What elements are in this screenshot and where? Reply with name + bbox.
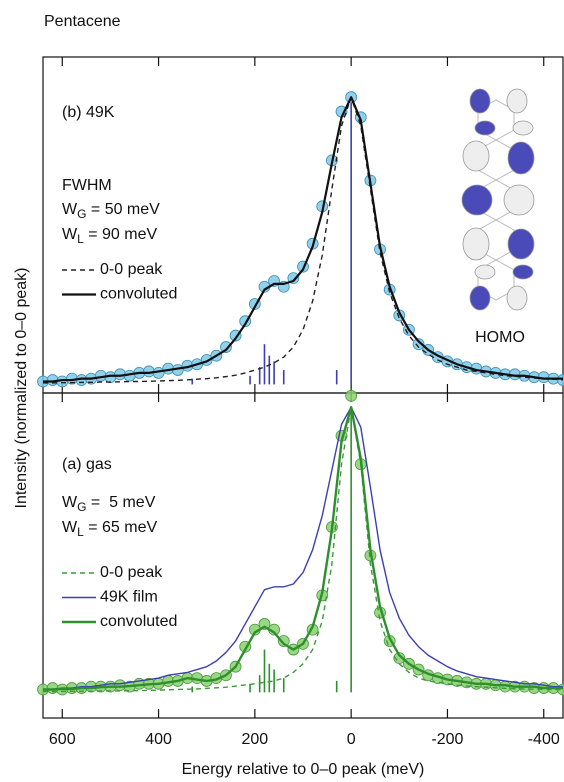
x-tick-label: -400 <box>528 731 560 748</box>
param: WL = 65 meV <box>62 519 158 539</box>
curve <box>43 96 563 383</box>
param-subscript: L <box>77 525 84 539</box>
param-symbol: W <box>62 519 78 536</box>
param-subscript: G <box>77 207 86 221</box>
y-axis-label: Intensity (normalized to 0–0 peak) <box>13 267 30 508</box>
x-tick-label: -200 <box>431 731 463 748</box>
panel-label: (b) 49K <box>62 104 115 121</box>
param-value: = 90 meV <box>84 226 158 243</box>
chart-title: Pentacene <box>44 13 121 30</box>
x-axis-label: Energy relative to 0–0 peak (meV) <box>182 761 425 778</box>
param-symbol: W <box>62 494 78 511</box>
x-tick-label: 0 <box>347 731 356 748</box>
x-tick-label: 400 <box>145 731 172 748</box>
param: WG = 50 meV <box>62 201 160 221</box>
param-value: = 65 meV <box>84 519 158 536</box>
data-point <box>258 618 271 630</box>
curve <box>43 406 563 691</box>
homo-inset: HOMO <box>461 88 535 346</box>
param-value: = 50 meV <box>86 201 160 218</box>
x-tick-label: 200 <box>242 731 269 748</box>
param-symbol: W <box>62 226 78 243</box>
data-point <box>345 389 358 402</box>
data-point <box>277 635 290 647</box>
data-point <box>393 652 406 665</box>
x-tick-label: 600 <box>49 731 76 748</box>
data-point <box>220 341 232 353</box>
data-point <box>557 374 564 386</box>
param: WG = 5 meV <box>62 494 156 514</box>
legend-label: 0-0 peak <box>100 261 163 278</box>
param: WL = 90 meV <box>62 226 158 246</box>
plot-frame <box>42 392 564 719</box>
params-heading: FWHM <box>62 177 112 194</box>
legend-label: convoluted <box>100 613 177 630</box>
legend-label: 0-0 peak <box>100 564 163 581</box>
param-value: = 5 meV <box>86 494 155 511</box>
param-symbol: W <box>62 201 78 218</box>
param-subscript: L <box>77 232 84 246</box>
curve <box>43 96 564 384</box>
curve <box>43 406 563 691</box>
inset-label: HOMO <box>475 329 525 346</box>
legend-label: 49K film <box>100 589 158 606</box>
panel-label: (a) gas <box>62 456 112 473</box>
curve <box>43 406 564 693</box>
data-point <box>412 338 425 351</box>
legend-label: convoluted <box>100 286 177 303</box>
param-subscript: G <box>77 500 86 514</box>
